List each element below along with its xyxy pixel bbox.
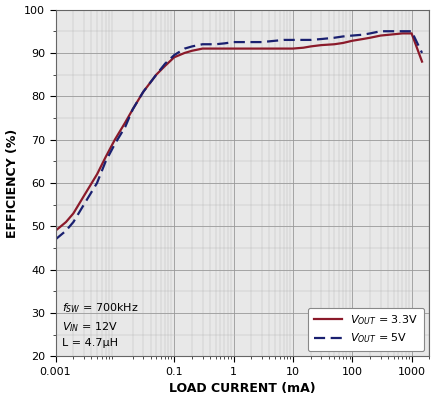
Legend: $V_{OUT}$ = 3.3V, $V_{OUT}$ = 5V: $V_{OUT}$ = 3.3V, $V_{OUT}$ = 5V xyxy=(308,308,423,351)
Y-axis label: EFFICIENCY (%): EFFICIENCY (%) xyxy=(6,128,19,238)
Text: $f_{SW}$ = 700kHz
$V_{IN}$ = 12V
L = 4.7μH: $f_{SW}$ = 700kHz $V_{IN}$ = 12V L = 4.7… xyxy=(62,301,138,348)
X-axis label: LOAD CURRENT (mA): LOAD CURRENT (mA) xyxy=(169,383,315,395)
